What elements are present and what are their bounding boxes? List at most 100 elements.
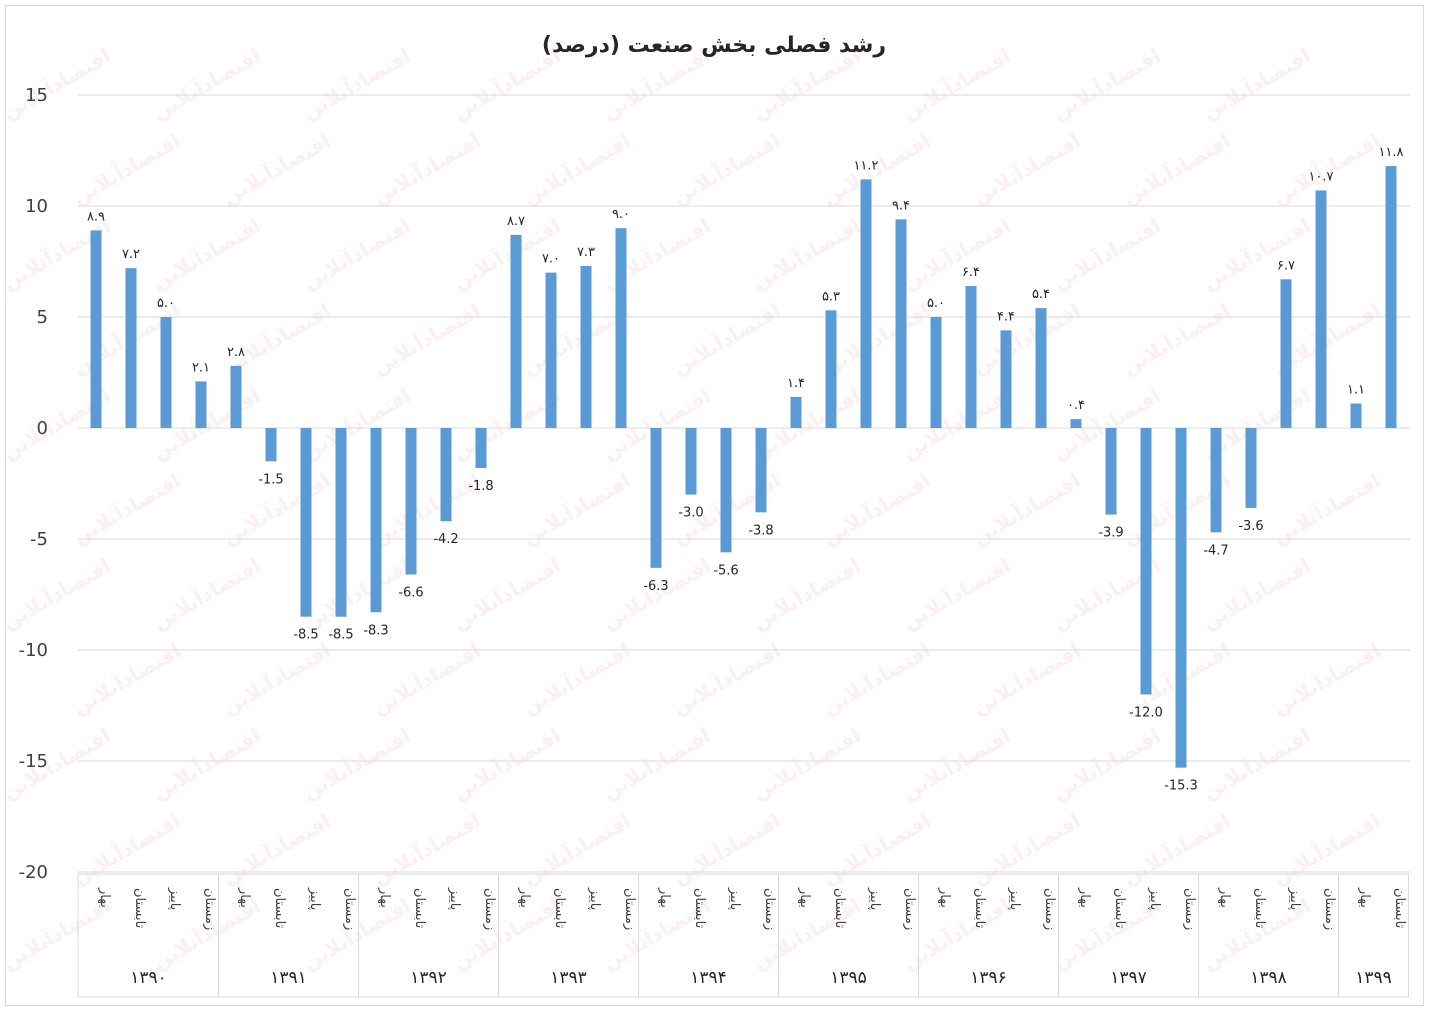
- bar: [125, 268, 137, 428]
- y-tick-label: -5: [30, 529, 48, 550]
- data-label: -4.7: [1203, 543, 1228, 558]
- bar: [300, 428, 312, 617]
- bar: [1210, 428, 1222, 533]
- year-label: ۱۳۹۶: [970, 968, 1007, 988]
- watermark-text: اقتصادآنلاین: [748, 553, 865, 635]
- data-label: -6.6: [398, 586, 423, 601]
- x-axis-table: بهار تابستان پاییز زمستان ۱۳۹۰ بهار تابستان پای…: [77, 873, 1409, 998]
- data-label: ۱۰.۷: [1308, 169, 1333, 184]
- year-label: ۱۳۹۷: [1110, 968, 1147, 988]
- data-label: ۸.۷: [507, 214, 525, 229]
- chart-title: رشد فصلی بخش صنعت (درصد): [542, 33, 886, 58]
- watermark-text: اقتصادآنلاین: [898, 723, 1015, 805]
- data-label: ۱۱.۲: [853, 158, 878, 173]
- bar: [650, 428, 662, 568]
- watermark-text: اقتصادآنلاین: [898, 553, 1015, 635]
- watermark-text: اقتصادآنلاین: [518, 468, 635, 550]
- quarter-label: پاییز: [1007, 887, 1022, 911]
- data-label: ۵.۰: [927, 296, 945, 311]
- data-label: ۵.۴: [1032, 287, 1050, 302]
- data-label: -1.8: [468, 479, 493, 494]
- data-label: ۸.۹: [87, 209, 105, 224]
- watermark-text: اقتصادآنلاین: [1118, 298, 1235, 380]
- watermark-text: اقتصادآنلاین: [0, 553, 115, 635]
- watermark-text: اقتصادآنلاین: [1198, 43, 1315, 125]
- watermark-text: اقتصادآنلاین: [1198, 553, 1315, 635]
- watermark-text: اقتصادآنلاین: [298, 553, 415, 635]
- watermark-text: اقتصادآنلاین: [1268, 808, 1385, 890]
- quarter-label: تابستان: [1392, 888, 1407, 929]
- watermark-text: اقتصادآنلاین: [68, 128, 185, 210]
- watermark-text: اقتصادآنلاین: [748, 723, 865, 805]
- data-label: ۷.۲: [122, 247, 140, 262]
- watermark-text: اقتصادآنلاین: [668, 808, 785, 890]
- y-tick-label: -20: [19, 862, 48, 883]
- data-label: -3.8: [748, 523, 773, 538]
- bar: [335, 428, 347, 617]
- watermark-text: اقتصادآنلاین: [598, 723, 715, 805]
- watermark-text: اقتصادآنلاین: [968, 128, 1085, 210]
- watermark-text: اقتصادآنلاین: [298, 723, 415, 805]
- watermark-text: اقتصادآنلاین: [298, 43, 415, 125]
- bar: [510, 234, 522, 428]
- watermark-text: اقتصادآنلاین: [1268, 468, 1385, 550]
- bar: [230, 365, 242, 428]
- data-label: ۰.۴: [1067, 398, 1085, 413]
- watermark-text: اقتصادآنلاین: [368, 298, 485, 380]
- bar: [1105, 428, 1117, 515]
- y-tick-label: -10: [19, 640, 48, 661]
- bar: [475, 428, 487, 468]
- quarter-label: تابستان: [272, 888, 287, 929]
- data-label: ۴.۴: [997, 309, 1015, 324]
- watermark-text: اقتصادآنلاین: [218, 128, 335, 210]
- data-label: ۵.۳: [822, 289, 840, 304]
- watermark-text: اقتصادآنلاین: [0, 723, 115, 805]
- quarter-label: پاییز: [867, 887, 882, 911]
- bar: [195, 381, 207, 428]
- bar: [1175, 428, 1187, 768]
- watermark-text: اقتصادآنلاین: [748, 213, 865, 295]
- bars: [90, 166, 1397, 768]
- y-tick-label: 15: [25, 85, 48, 106]
- watermark-text: اقتصادآنلاین: [68, 468, 185, 550]
- data-label: -3.9: [1098, 526, 1123, 541]
- data-label: -15.3: [1164, 779, 1198, 794]
- watermark-text: اقتصادآنلاین: [668, 298, 785, 380]
- quarter-label: پاییز: [1147, 887, 1162, 911]
- bar: [90, 230, 102, 428]
- watermark-text: اقتصادآنلاین: [518, 808, 635, 890]
- quarter-label: بهار: [377, 887, 392, 908]
- data-label: -4.2: [433, 532, 458, 547]
- bar: [685, 428, 697, 495]
- bar: [615, 228, 627, 428]
- watermark-text: اقتصادآنلاین: [1048, 43, 1165, 125]
- quarter-label: تابستان: [552, 888, 567, 929]
- bar: [1385, 166, 1397, 429]
- data-label: ۷.۰: [542, 252, 560, 267]
- data-label: ۲.۸: [227, 345, 245, 360]
- bar: [965, 285, 977, 428]
- watermark-text: اقتصادآنلاین: [968, 298, 1085, 380]
- watermark-text: اقتصادآنلاین: [968, 468, 1085, 550]
- quarter-label: بهار: [97, 887, 112, 908]
- watermark-text: اقتصادآنلاین: [148, 553, 265, 635]
- bar: [370, 428, 382, 613]
- quarter-label: پاییز: [447, 887, 462, 911]
- watermark-text: اقتصادآنلاین: [368, 808, 485, 890]
- data-label: ۱.۱: [1347, 383, 1365, 398]
- watermark-text: اقتصادآنلاین: [448, 723, 565, 805]
- quarter-label: تابستان: [132, 888, 147, 929]
- quarter-label: زمستان: [342, 888, 357, 930]
- quarter-label: پاییز: [167, 887, 182, 911]
- bar: [790, 396, 802, 428]
- watermark-text: اقتصادآنلاین: [448, 553, 565, 635]
- watermark-text: اقتصادآنلاین: [148, 43, 265, 125]
- quarter-label: بهار: [1357, 887, 1372, 908]
- year-label: ۱۳۹۳: [550, 968, 587, 988]
- data-label: ۶.۷: [1277, 258, 1295, 273]
- y-tick-label: 0: [37, 418, 48, 439]
- quarter-label: بهار: [237, 887, 252, 908]
- watermark-text: اقتصادآنلاین: [148, 213, 265, 295]
- bar: [1140, 428, 1152, 695]
- data-label: ۵.۰: [157, 296, 175, 311]
